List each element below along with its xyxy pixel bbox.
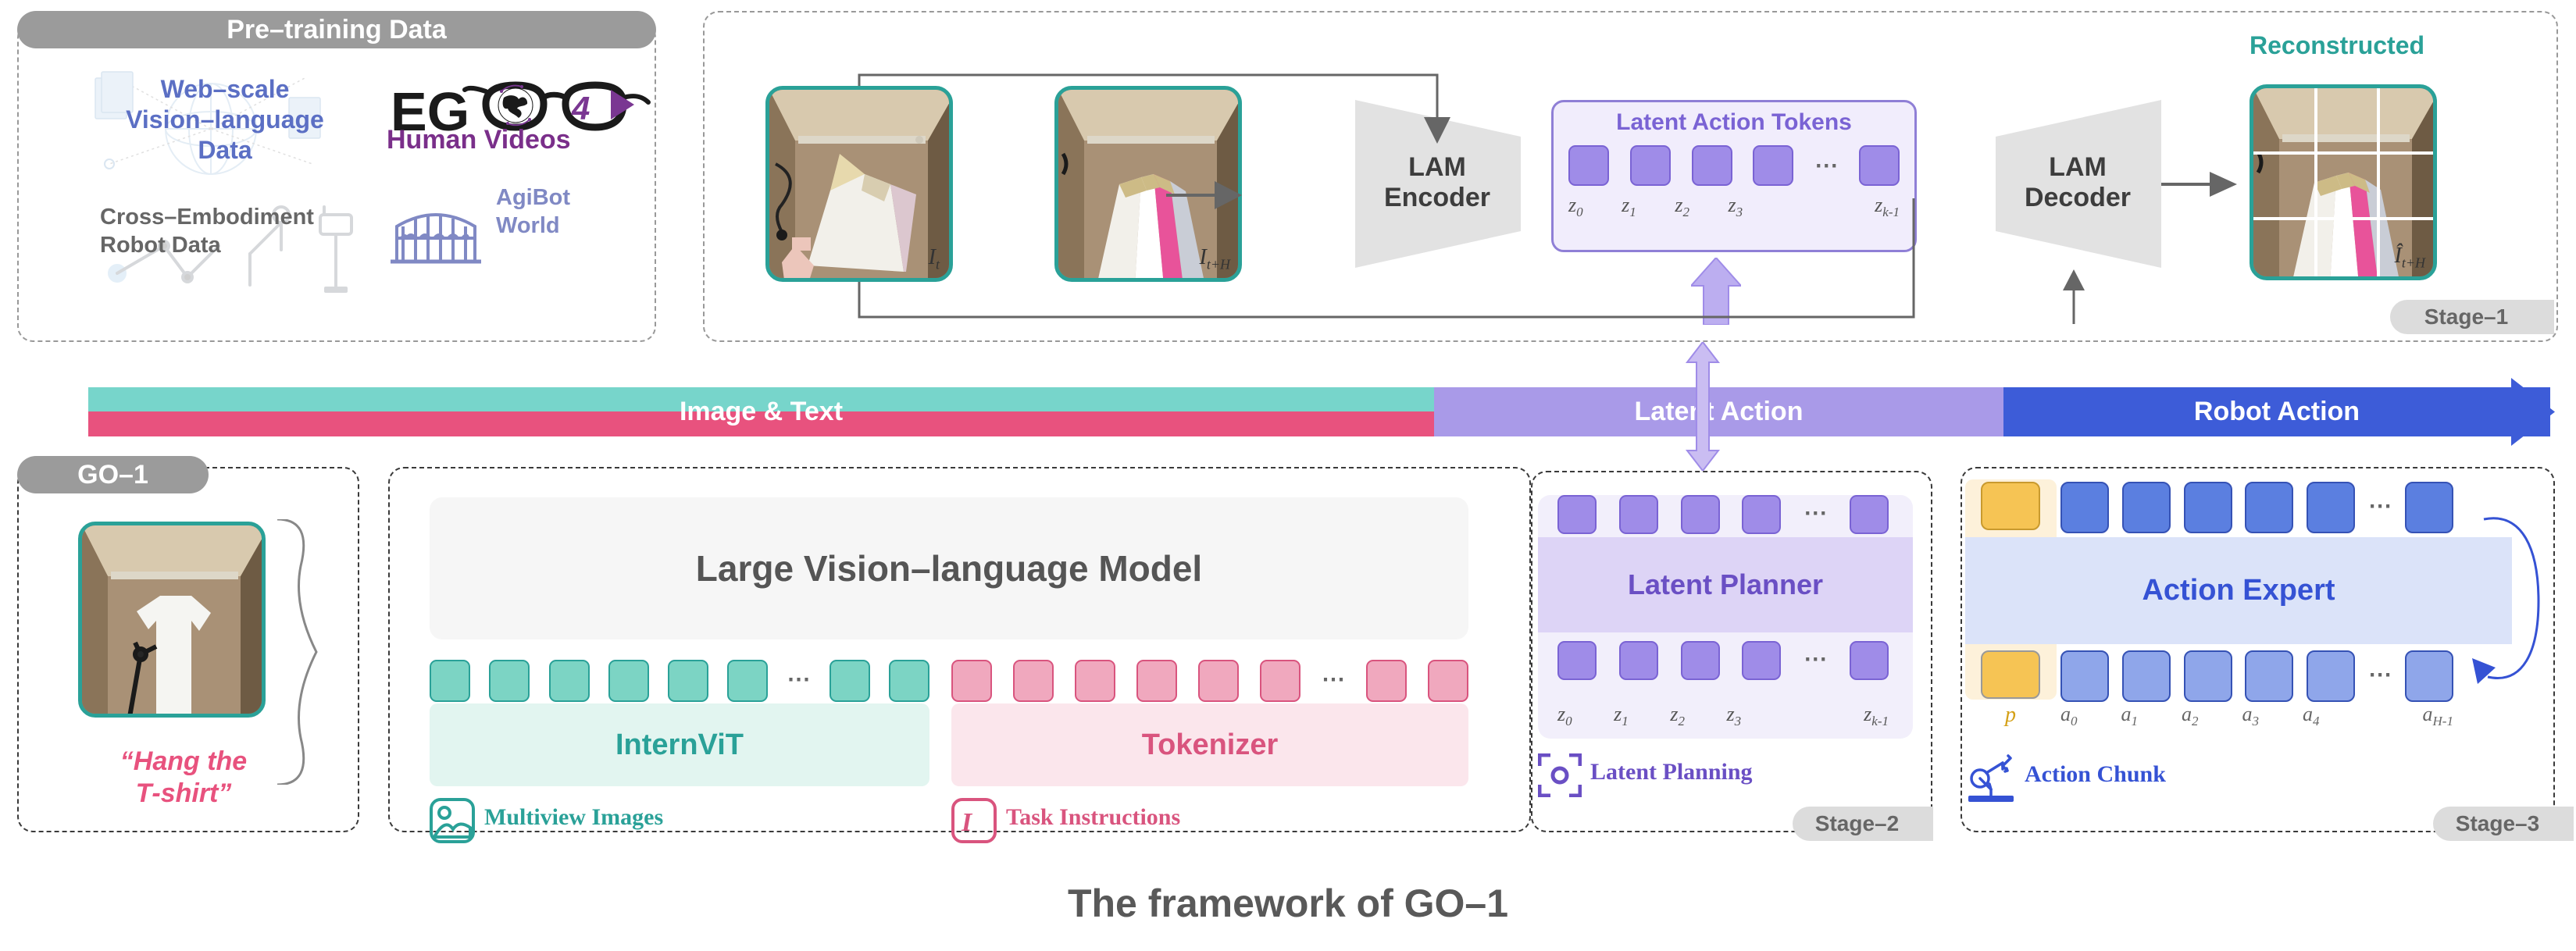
svg-text:4: 4 bbox=[571, 90, 590, 126]
svg-text:I: I bbox=[961, 808, 973, 837]
